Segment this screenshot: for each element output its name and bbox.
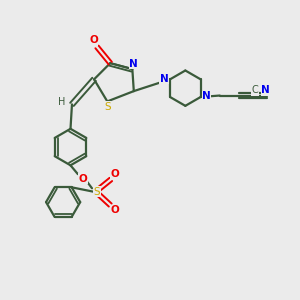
Text: O: O (79, 174, 87, 184)
Text: S: S (104, 102, 111, 112)
Text: O: O (111, 169, 120, 179)
Text: H: H (58, 97, 65, 107)
Text: S: S (94, 187, 100, 197)
Text: O: O (110, 206, 119, 215)
Text: N: N (261, 85, 270, 95)
Text: N: N (160, 74, 169, 84)
Text: C: C (252, 85, 259, 95)
Text: N: N (129, 59, 138, 69)
Text: N: N (202, 92, 211, 101)
Text: O: O (89, 35, 98, 46)
